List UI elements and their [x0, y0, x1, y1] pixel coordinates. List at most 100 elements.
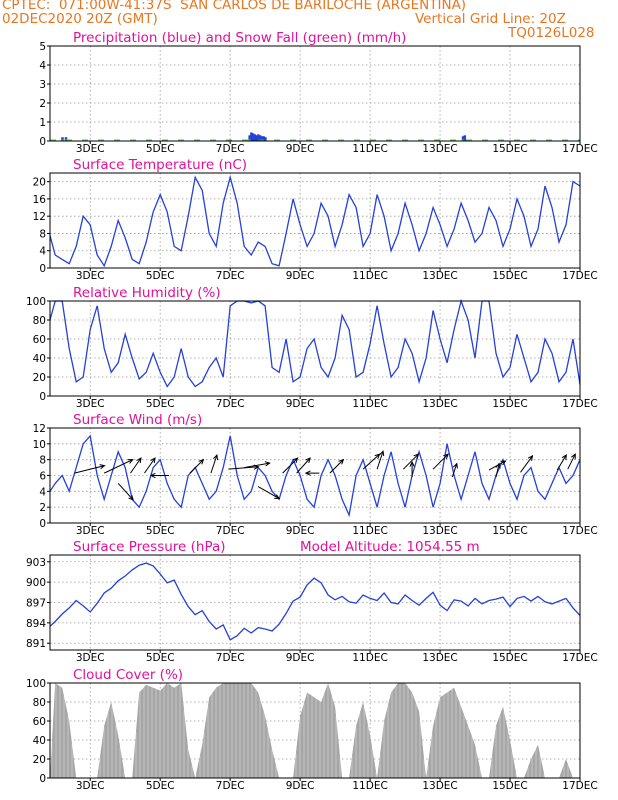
- wind-arrow: [257, 486, 280, 500]
- precip-ytick-label: 4: [39, 60, 46, 72]
- temp-ytick-label: 8: [39, 228, 46, 240]
- wind-arrow-head: [127, 459, 134, 464]
- cloud-ytick-label: 20: [33, 754, 46, 766]
- pres-xtick-label: 9DEC: [286, 652, 315, 664]
- precip-bar: [262, 136, 265, 141]
- wind-arrow: [104, 459, 133, 474]
- wind-arrow: [402, 453, 419, 470]
- pres-xtick-label: 3DEC: [76, 652, 105, 664]
- precip-bar: [257, 134, 260, 141]
- precip-ytick-label: 3: [39, 79, 46, 91]
- header-model-id: TQ0126L028: [508, 25, 595, 41]
- wind-ytick-label: 10: [33, 439, 46, 451]
- temp-title: Surface Temperature (nC): [73, 157, 247, 173]
- wind-arrow: [556, 454, 567, 471]
- temp-ytick-label: 4: [39, 246, 46, 258]
- wind-arrow: [74, 465, 105, 474]
- temp-ytick-label: 20: [33, 177, 46, 189]
- cloud-panel: Cloud Cover (%) 0 20 40 60 80 100 3DEC 5DEC 7DEC 9…: [26, 667, 598, 792]
- pres-xtick-label: 13DEC: [422, 652, 457, 664]
- cloud-cover-area: [50, 683, 580, 778]
- rh-xtick-label: 13DEC: [422, 398, 457, 410]
- pres-xtick-label: 11DEC: [352, 652, 387, 664]
- precip-ytick-label: 0: [39, 136, 46, 148]
- wind-arrow-head: [305, 457, 311, 464]
- pres-ytick-label: 900: [26, 577, 46, 589]
- rh-series-line: [49, 298, 581, 388]
- wind-series-line: [49, 434, 581, 518]
- snow-bar: [461, 139, 465, 141]
- rh-panel: Relative Humidity (%) 0 20 40 60 80 100 3DEC 5DE…: [26, 285, 598, 410]
- precip-bar: [250, 132, 253, 141]
- cloud-xtick-label: 3DEC: [76, 780, 105, 792]
- precip-xtick-label: 9DEC: [286, 143, 315, 155]
- wind-xtick-label: 17DEC: [562, 525, 597, 537]
- precip-ytick-label: 5: [39, 41, 46, 53]
- temp-xtick-label: 3DEC: [76, 270, 105, 282]
- wind-arrow-head: [338, 458, 345, 465]
- pres-series-line: [49, 562, 581, 641]
- wind-xtick-label: 5DEC: [146, 525, 175, 537]
- precip-bar: [461, 136, 465, 141]
- wind-xtick-label: 9DEC: [286, 525, 315, 537]
- wind-arrow-head: [99, 464, 106, 470]
- temp-ytick-label: 12: [33, 211, 46, 223]
- wind-arrow-head: [495, 462, 501, 469]
- cloud-ytick-label: 80: [33, 697, 46, 709]
- wind-arrow: [228, 466, 259, 470]
- wind-arrow: [567, 453, 576, 470]
- temp-xtick-label: 11DEC: [352, 270, 387, 282]
- wind-xtick-label: 7DEC: [216, 525, 245, 537]
- wind-ytick-label: 4: [39, 486, 46, 498]
- precip-bar: [463, 135, 467, 141]
- wind-arrow: [244, 462, 270, 469]
- precip-xtick-label: 17DEC: [562, 143, 597, 155]
- precip-xtick-label: 13DEC: [422, 143, 457, 155]
- pres-ytick-label: 891: [26, 638, 46, 650]
- wind-arrow-head: [292, 457, 299, 463]
- wind-arrow-head: [409, 460, 415, 467]
- cloud-xtick-label: 17DEC: [562, 780, 597, 792]
- rh-xtick-label: 7DEC: [216, 398, 245, 410]
- cloud-xtick-label: 9DEC: [286, 780, 315, 792]
- wind-arrow: [210, 454, 218, 474]
- pres-panel: Surface Pressure (hPa) Model Altitude: 10…: [26, 539, 598, 664]
- cloud-xtick-label: 5DEC: [146, 780, 175, 792]
- temp-xtick-label: 13DEC: [422, 270, 457, 282]
- precip-xtick-label: 11DEC: [352, 143, 387, 155]
- wind-arrow-head: [527, 454, 534, 461]
- wind-arrow-head: [274, 494, 281, 500]
- snow-bar: [61, 139, 64, 141]
- wind-arrow: [296, 457, 311, 474]
- rh-ytick-label: 20: [33, 372, 46, 384]
- temp-xtick-label: 7DEC: [216, 270, 245, 282]
- wind-arrow: [117, 483, 134, 501]
- pres-ytick-label: 894: [26, 618, 46, 630]
- precip-bar: [248, 135, 251, 141]
- cloud-xtick-label: 13DEC: [422, 780, 457, 792]
- precip-ytick-label: 1: [39, 117, 46, 129]
- cloud-ytick-label: 100: [26, 678, 46, 690]
- rh-ytick-label: 80: [33, 315, 46, 327]
- cloud-ytick-label: 0: [39, 773, 46, 785]
- precip-xtick-label: 5DEC: [146, 143, 175, 155]
- wind-arrow: [451, 463, 458, 478]
- rh-ytick-label: 60: [33, 334, 46, 346]
- wind-arrow-head: [264, 461, 271, 467]
- snow-bar: [248, 139, 251, 141]
- wind-arrow: [362, 453, 380, 470]
- rh-title: Relative Humidity (%): [73, 285, 221, 301]
- temp-xtick-label: 5DEC: [146, 270, 175, 282]
- wind-arrow-head: [149, 472, 156, 479]
- temp-series-line: [49, 174, 581, 268]
- pres-ytick-label: 897: [26, 598, 46, 610]
- wind-arrow: [282, 457, 298, 474]
- wind-arrow-head: [213, 454, 219, 461]
- precip-xtick-label: 7DEC: [216, 143, 245, 155]
- pres-ytick-label: 903: [26, 557, 46, 569]
- cloud-xtick-label: 7DEC: [216, 780, 245, 792]
- rh-xtick-label: 9DEC: [286, 398, 315, 410]
- precip-bar: [251, 133, 255, 141]
- rh-xtick-label: 15DEC: [492, 398, 527, 410]
